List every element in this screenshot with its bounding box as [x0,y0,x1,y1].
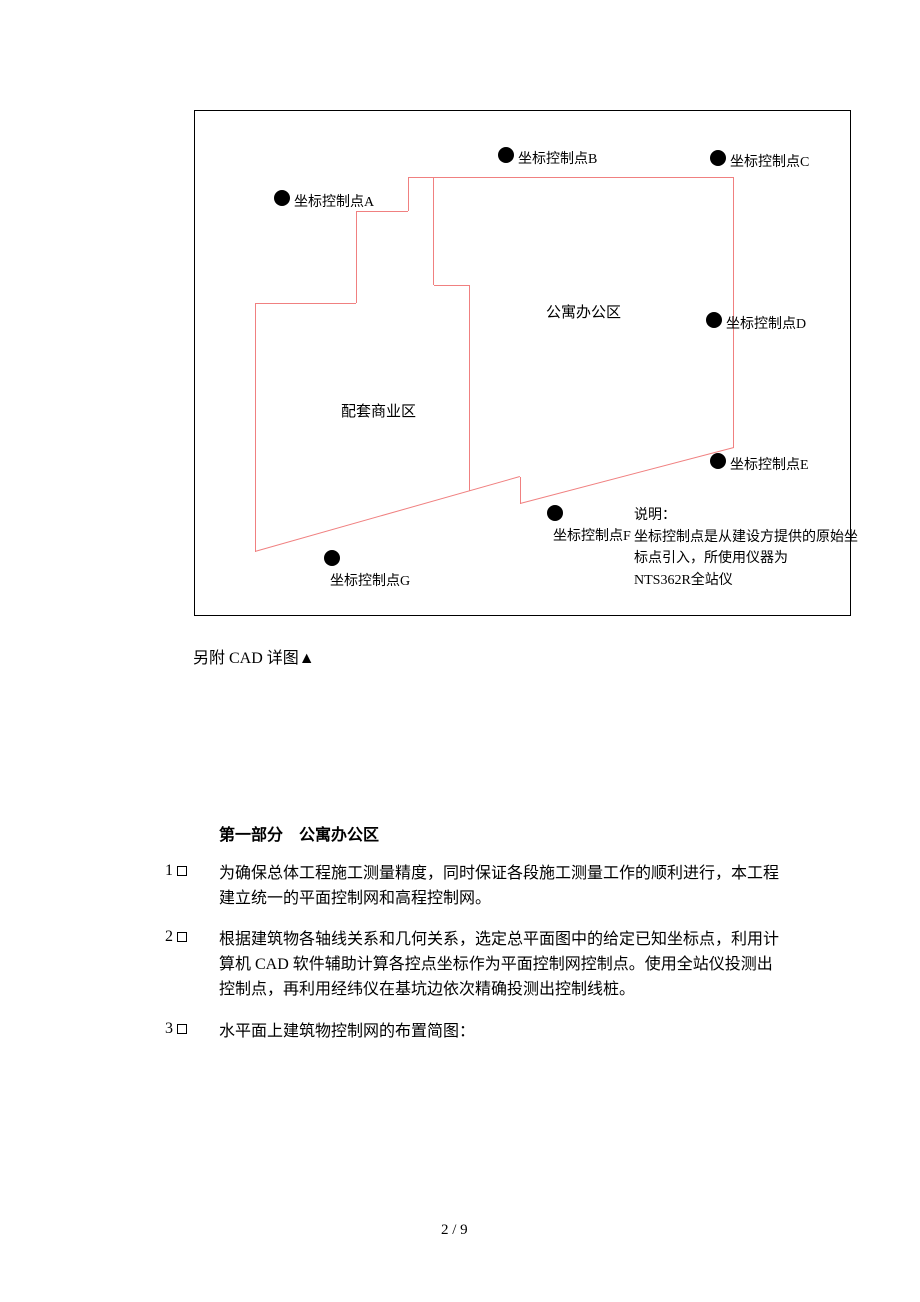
diagram-line [520,477,521,504]
control-point-dot-B [498,147,514,163]
control-point-dot-D [706,312,722,328]
note-line3: NTS362R全站仪 [634,570,858,592]
region-label: 公寓办公区 [546,301,621,322]
list-marker-icon [177,932,187,942]
control-point-label-C: 坐标控制点C [730,151,809,171]
diagram-line [255,303,256,552]
control-point-dot-G [324,550,340,566]
control-point-dot-E [710,453,726,469]
list-marker-icon [177,866,187,876]
diagram-note: 说明： 坐标控制点是从建设方提供的原始坐 标点引入，所使用仪器为 NTS362R… [634,505,858,592]
paragraph-text: 水平面上建筑物控制网的布置简图： [219,1020,839,1045]
diagram-caption: 另附 CAD 详图▲ [193,644,315,668]
control-point-dot-F [547,505,563,521]
control-point-label-A: 坐标控制点A [294,191,374,211]
paragraph-number: 3 [165,1020,173,1038]
diagram-line [434,285,470,286]
diagram-line [408,177,409,211]
control-point-label-B: 坐标控制点B [518,148,597,168]
control-point-label-F: 坐标控制点F [553,525,631,545]
paragraph-text: 为确保总体工程施工测量精度，同时保证各段施工测量工作的顺利进行，本工程建立统一的… [219,862,839,912]
page: 坐标控制点A坐标控制点B坐标控制点C坐标控制点D坐标控制点E坐标控制点F坐标控制… [0,0,920,1302]
note-line1: 坐标控制点是从建设方提供的原始坐 [634,527,858,549]
paragraph-number: 1 [165,862,173,880]
diagram-line [408,177,734,178]
paragraph-text: 根据建筑物各轴线关系和几何关系，选定总平面图中的给定已知坐标点，利用计算机 CA… [219,928,839,1002]
control-point-dot-A [274,190,290,206]
diagram-line [356,211,357,303]
paragraph-number: 2 [165,928,173,946]
section-title: 第一部分 公寓办公区 [219,821,379,845]
note-line2: 标点引入，所使用仪器为 [634,548,858,570]
control-point-label-E: 坐标控制点E [730,454,809,474]
note-title: 说明： [634,505,858,527]
control-point-label-G: 坐标控制点G [330,570,410,590]
region-label: 配套商业区 [341,400,416,421]
control-point-dot-C [710,150,726,166]
diagram-line [356,211,408,212]
diagram-line [255,303,356,304]
diagram-line [469,285,470,491]
control-point-label-D: 坐标控制点D [726,313,806,333]
diagram-line [433,177,434,285]
list-marker-icon [177,1024,187,1034]
page-number: 2 / 9 [441,1222,468,1239]
